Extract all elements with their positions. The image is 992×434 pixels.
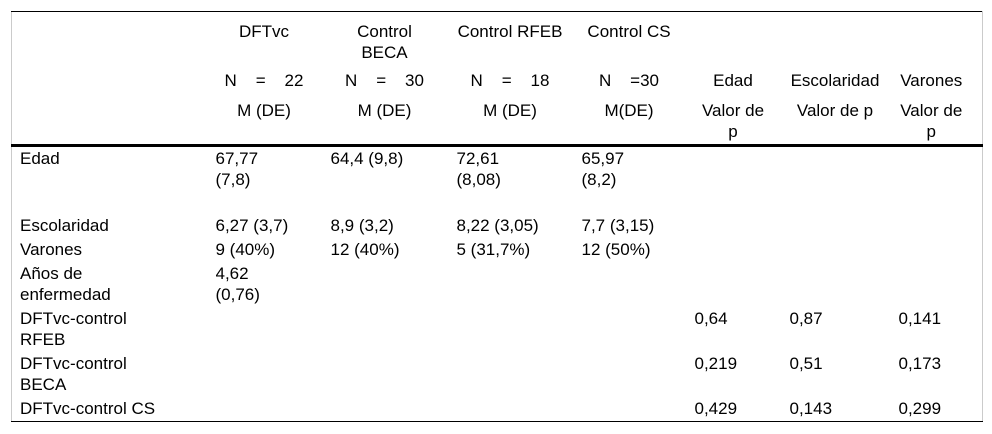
data-cell [695,262,790,307]
header-row-n: N = 22 N = 30 N = 18 N =30 Edad Escolari… [12,63,983,91]
data-cell: 8,9 (3,2) [330,216,394,235]
header-pvalue-escolaridad: Escolaridad [790,71,880,90]
data-cell [331,352,457,397]
data-cell: 0,141 [898,309,942,328]
data-cell [582,307,695,352]
data-cell [582,397,695,422]
row-label: Varones [20,240,83,259]
header-mde-dftvc: M (DE) [215,91,331,147]
header-empty [12,12,216,64]
data-cell [899,214,983,238]
data-cell: 0,219 [694,354,738,373]
header-valor-p-edad: Valor de p [694,91,790,147]
data-cell [695,146,790,215]
data-cell: 4,62 (0,76) [215,264,260,304]
header-valor-p-varones: Valor de p [898,91,983,147]
data-cell: 6,27 (3,7) [215,216,289,235]
row-label: Escolaridad [20,216,109,235]
header-n-rfeb: N = 18 [470,71,550,90]
data-cell [216,397,331,422]
header-group-dftvc: DFTvc [238,22,290,41]
data-cell [457,262,582,307]
table-row-anos-enfermedad: Años de enfermedad 4,62 (0,76) [12,262,983,307]
table-row-dftvc-control-cs: DFTvc-control CS 0,429 0,143 0,299 [12,397,983,422]
table-row-dftvc-control-rfeb: DFTvc-control RFEB 0,64 0,87 0,141 [12,307,983,352]
header-spacer [695,12,790,64]
data-cell: 0,429 [694,399,738,418]
data-cell [695,238,790,262]
data-cell [457,397,582,422]
header-group-control-rfeb: Control RFEB [457,22,563,41]
data-cell [899,262,983,307]
header-mde-beca: M (DE) [330,91,457,147]
sample-characteristics-table: DFTvc Control BECA Control RFEB Control … [11,11,983,422]
table-row-varones: Varones 9 (40%) 12 (40%) 5 (31,7%) 12 (5… [12,238,983,262]
header-row-stat: M (DE) M (DE) M (DE) M(DE) Valor de p Va… [11,91,983,147]
data-cell: 0,173 [898,354,942,373]
data-cell: 65,97 (8,2) [581,149,625,189]
data-cell [331,262,457,307]
table-row-escolaridad: Escolaridad 6,27 (3,7) 8,9 (3,2) 8,22 (3… [12,214,983,238]
data-cell [790,238,899,262]
data-cell: 0,64 [694,309,728,328]
data-cell [899,238,983,262]
header-group-control-cs: Control CS [587,22,671,41]
header-valor-p-escolaridad: Valor de p [789,91,899,147]
data-cell [457,307,582,352]
row-label: Años de enfermedad [20,264,111,304]
data-cell: 7,7 (3,15) [581,216,655,235]
data-cell: 64,4 (9,8) [330,149,404,168]
header-mde-rfeb: M (DE) [456,91,582,147]
header-empty [12,63,216,91]
data-cell [790,262,899,307]
row-label: DFTvc-control RFEB [20,309,127,349]
data-cell: 9 (40%) [215,240,276,259]
header-spacer [899,12,983,64]
header-group-control-beca: Control BECA [357,22,412,62]
row-label: DFTvc-control CS [20,399,156,418]
data-cell: 5 (31,7%) [456,240,531,259]
data-cell [582,262,695,307]
data-cell [216,352,331,397]
data-cell: 12 (50%) [581,240,651,259]
data-cell: 0,143 [789,399,833,418]
table-row-edad: Edad 67,77 (7,8) 64,4 (9,8) 72,61 (8,08)… [12,146,983,215]
header-row-groups: DFTvc Control BECA Control RFEB Control … [12,12,983,64]
data-cell [216,307,331,352]
row-label: DFTvc-control BECA [20,354,127,394]
header-n-dftvc: N = 22 [224,71,304,90]
data-cell [899,146,983,215]
data-cell: 0,51 [789,354,823,373]
header-spacer [790,12,899,64]
comparison-table: DFTvc Control BECA Control RFEB Control … [11,11,983,422]
data-cell [790,214,899,238]
data-cell [331,397,457,422]
header-mde-cs: M(DE) [581,91,695,147]
data-cell [582,352,695,397]
data-cell [331,307,457,352]
data-cell: 72,61 (8,08) [456,149,501,189]
header-pvalue-varones: Varones [900,71,963,90]
row-label: Edad [20,149,60,168]
data-cell: 12 (40%) [330,240,400,259]
data-cell: 8,22 (3,05) [456,216,539,235]
data-cell: 0,299 [898,399,942,418]
data-cell [790,146,899,215]
table-row-dftvc-control-beca: DFTvc-control BECA 0,219 0,51 0,173 [12,352,983,397]
header-empty [11,91,216,147]
data-cell [695,214,790,238]
data-cell: 0,87 [789,309,823,328]
header-n-beca: N = 30 [345,71,424,90]
data-cell [457,352,582,397]
data-cell: 67,77 (7,8) [215,149,259,189]
header-n-cs: N =30 [598,71,659,90]
header-pvalue-edad: Edad [713,71,753,90]
